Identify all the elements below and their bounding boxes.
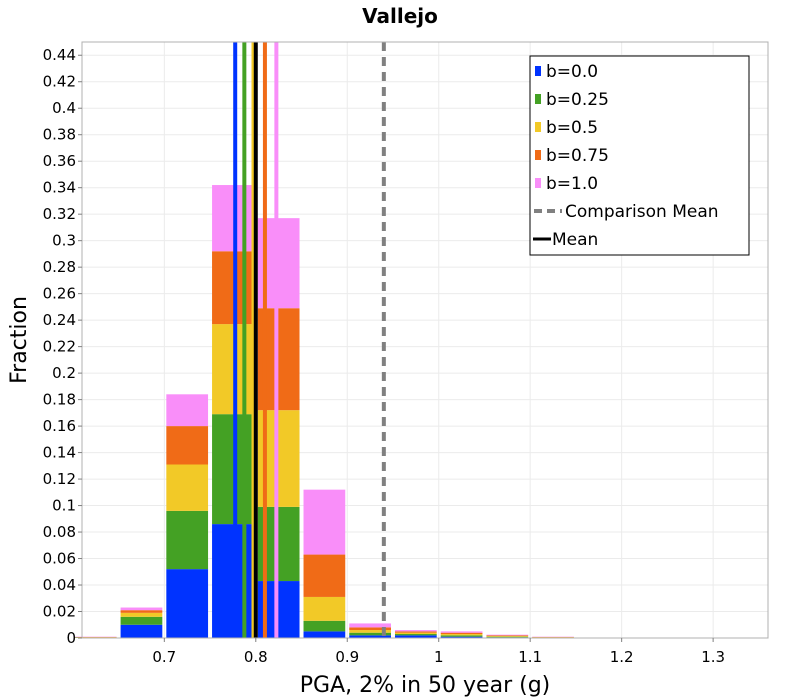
bar-segment xyxy=(166,569,209,638)
x-tick-label: 1.2 xyxy=(610,648,634,666)
bar-segment xyxy=(120,607,163,611)
bar-segment xyxy=(486,636,529,638)
y-tick-label: 0.16 xyxy=(43,417,76,435)
bar-segment xyxy=(212,414,254,525)
bar-segment xyxy=(394,630,437,632)
bar-segment xyxy=(120,616,163,625)
y-tick-label: 0.34 xyxy=(43,179,76,197)
bar-segment xyxy=(303,489,346,555)
bar-segment xyxy=(349,632,391,636)
bar-segment xyxy=(440,634,483,636)
y-axis-ticks: 0 0.02 0.04 0.06 0.08 0.1 0.12 0.14 0.16 0.18 0.2 0… xyxy=(43,46,82,647)
bar-segment xyxy=(303,554,346,597)
bar-segment xyxy=(303,620,346,632)
legend-swatch xyxy=(535,178,541,188)
legend-label: b=0.0 xyxy=(546,62,598,82)
y-tick-label: 0.06 xyxy=(43,550,76,568)
bar-segment xyxy=(120,610,163,613)
y-tick-label: 0.32 xyxy=(43,205,76,223)
y-tick-label: 0.4 xyxy=(52,99,76,117)
legend-swatch xyxy=(535,94,541,104)
x-tick-label: 1.1 xyxy=(518,648,542,666)
bar-segment xyxy=(166,510,209,570)
y-tick-label: 0.2 xyxy=(52,364,76,382)
y-tick-label: 0.38 xyxy=(43,126,76,144)
y-axis-label: Fraction xyxy=(7,296,32,384)
y-tick-label: 0.18 xyxy=(43,391,76,409)
y-tick-label: 0.42 xyxy=(43,73,76,91)
bar-segment xyxy=(440,631,483,633)
legend-box xyxy=(529,55,750,256)
bar-segment xyxy=(303,631,346,638)
x-tick-label: 0.9 xyxy=(335,648,359,666)
legend-swatch xyxy=(535,122,541,132)
x-axis-label: PGA, 2% in 50 year (g) xyxy=(300,673,551,698)
x-tick-label: 0.7 xyxy=(152,648,176,666)
x-tick-label: 1.3 xyxy=(701,648,725,666)
bar-segment xyxy=(166,464,209,511)
bar-segment xyxy=(166,394,209,427)
legend-swatch xyxy=(535,150,541,160)
bar-segment xyxy=(212,524,254,638)
y-tick-label: 0.08 xyxy=(43,523,76,541)
y-tick-label: 0.1 xyxy=(52,497,76,515)
bar-segment xyxy=(394,634,437,636)
legend-label: Mean xyxy=(552,230,598,250)
bar-segment xyxy=(349,623,391,628)
bar-segment xyxy=(486,636,529,637)
x-tick-label: 0.8 xyxy=(244,648,268,666)
bar-segment xyxy=(166,426,209,465)
x-tick-label: 1 xyxy=(434,648,444,666)
bar-segment xyxy=(486,634,529,636)
y-tick-label: 0.26 xyxy=(43,285,76,303)
y-tick-label: 0.28 xyxy=(43,258,76,276)
bar-segment xyxy=(440,632,483,635)
legend-label: b=0.25 xyxy=(546,90,609,110)
legend-label: b=1.0 xyxy=(546,174,598,194)
chart-title: Vallejo xyxy=(362,4,438,28)
y-tick-label: 0.02 xyxy=(43,603,76,621)
bar-segment xyxy=(486,635,529,637)
y-tick-label: 0.12 xyxy=(43,470,76,488)
bar-segment xyxy=(394,635,437,638)
bar-segment xyxy=(212,251,254,325)
bar-segment xyxy=(349,627,391,631)
legend-label: Comparison Mean xyxy=(565,202,719,222)
plot-frame xyxy=(81,41,769,639)
bar-segment xyxy=(349,635,391,638)
legend: b=0.0 b=0.25 b=0.5 b=0.75 b=1.0 Comparison Me… xyxy=(529,55,750,256)
y-tick-label: 0 xyxy=(66,629,76,647)
y-tick-label: 0.04 xyxy=(43,576,76,594)
bar-segment xyxy=(120,624,163,638)
y-tick-label: 0.3 xyxy=(52,232,76,250)
y-tick-label: 0.36 xyxy=(43,152,76,170)
bar-segment xyxy=(394,631,437,633)
mean-lines xyxy=(233,42,386,638)
bar-segment xyxy=(212,324,254,415)
bar-segment xyxy=(212,185,254,252)
bar-segment xyxy=(440,635,483,637)
legend-label: b=0.5 xyxy=(546,118,598,138)
y-tick-label: 0.14 xyxy=(43,444,76,462)
bar-segment xyxy=(394,632,437,635)
x-axis-ticks: 0.7 0.8 0.9 1 1.1 1.2 1.3 xyxy=(152,638,725,666)
bars xyxy=(74,185,574,638)
bar-segment xyxy=(440,636,483,638)
bar-segment xyxy=(349,630,391,633)
legend-label: b=0.75 xyxy=(546,146,609,166)
bar-segment xyxy=(120,612,163,617)
y-tick-label: 0.22 xyxy=(43,338,76,356)
legend-swatch xyxy=(535,66,541,76)
bar-segment xyxy=(303,596,346,621)
y-tick-label: 0.24 xyxy=(43,311,76,329)
y-tick-label: 0.44 xyxy=(43,46,76,64)
